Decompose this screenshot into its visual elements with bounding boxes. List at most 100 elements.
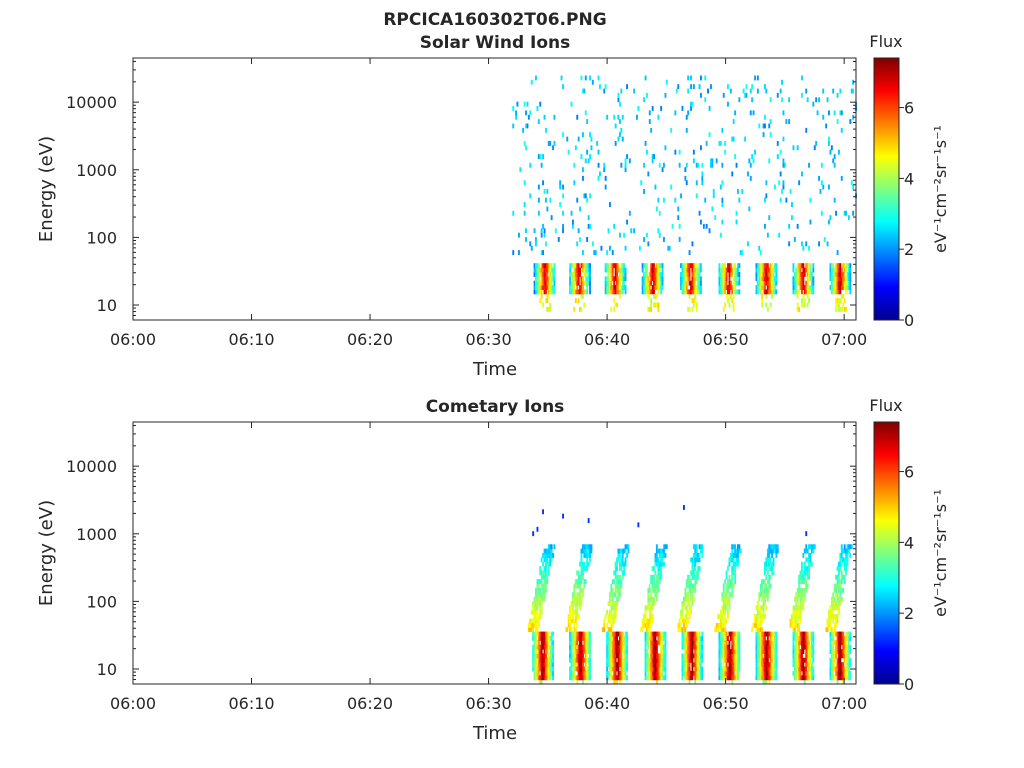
heatmap-cell — [722, 636, 725, 641]
heatmap-cell — [729, 670, 732, 676]
heatmap-cell — [694, 276, 697, 282]
heatmap-cell — [698, 666, 701, 672]
heatmap-cell — [583, 670, 586, 676]
heatmap-cell — [582, 132, 584, 138]
heatmap-cell — [836, 285, 839, 290]
heatmap-cell — [623, 666, 626, 672]
heatmap-cell — [542, 302, 544, 308]
heatmap-cell — [655, 631, 658, 637]
heatmap-cell — [567, 149, 570, 155]
y-tick-label: 10 — [97, 296, 117, 315]
heatmap-cell — [611, 614, 614, 619]
heatmap-cell — [610, 662, 613, 668]
heatmap-cell — [579, 601, 581, 606]
heatmap-cell — [654, 583, 657, 589]
heatmap-cell — [688, 662, 691, 668]
heatmap-cell — [779, 149, 782, 155]
heatmap-cell — [776, 544, 779, 550]
heatmap-cell — [690, 84, 692, 90]
heatmap-cell — [657, 228, 660, 234]
heatmap-cell — [573, 627, 576, 633]
heatmap-cell — [559, 184, 562, 190]
heatmap-cell — [838, 583, 840, 589]
heatmap-cell — [697, 644, 700, 650]
heatmap-cell — [756, 289, 759, 295]
heatmap-cell — [660, 670, 663, 676]
heatmap-cell — [731, 171, 734, 177]
heatmap-cell — [664, 631, 667, 637]
heatmap-cell — [657, 263, 660, 269]
heatmap-cell — [830, 631, 833, 637]
heatmap-cell — [582, 548, 584, 554]
heatmap-cell — [683, 670, 685, 676]
heatmap-cell — [614, 601, 617, 606]
heatmap-cell — [833, 197, 836, 203]
heatmap-cell — [847, 670, 850, 676]
heatmap-cell — [569, 280, 572, 286]
heatmap-cell — [731, 662, 734, 668]
heatmap-cell — [845, 675, 847, 681]
heatmap-cell — [812, 640, 815, 646]
heatmap-cell — [648, 285, 651, 290]
heatmap-cell — [576, 622, 579, 628]
heatmap-cell — [590, 548, 593, 554]
heatmap-cell — [796, 675, 799, 681]
heatmap-cell — [536, 285, 539, 290]
heatmap-cell — [661, 636, 664, 641]
heatmap-cell — [650, 622, 653, 628]
heatmap-cell — [759, 631, 762, 637]
heatmap-cell — [719, 276, 722, 282]
heatmap-cell — [646, 92, 648, 98]
heatmap-cell — [617, 644, 620, 650]
heatmap-cell — [793, 280, 796, 286]
heatmap-cell — [646, 267, 648, 273]
heatmap-cell — [539, 272, 542, 277]
heatmap-cell — [759, 670, 762, 676]
heatmap-cell — [533, 601, 536, 606]
heatmap-cell — [619, 653, 621, 659]
heatmap-cell — [728, 592, 731, 598]
heatmap-cell — [512, 123, 515, 129]
heatmap-cell — [768, 267, 771, 273]
heatmap-cell — [725, 293, 728, 299]
heatmap-cell — [584, 631, 587, 637]
heatmap-cell — [719, 649, 722, 654]
heatmap-cell — [574, 579, 577, 585]
heatmap-cell — [681, 631, 684, 637]
heatmap-cell — [542, 154, 544, 159]
heatmap-cell — [646, 627, 648, 633]
heatmap-cell — [683, 596, 685, 602]
heatmap-cell — [701, 175, 704, 181]
heatmap-cell — [539, 631, 542, 637]
heatmap-cell — [732, 653, 735, 659]
heatmap-cell — [532, 653, 535, 659]
heatmap-cell — [535, 666, 537, 672]
heatmap-cell — [772, 666, 775, 672]
heatmap-cell — [768, 670, 771, 676]
heatmap-cell — [846, 272, 849, 277]
heatmap-cell — [606, 657, 609, 663]
heatmap-cell — [843, 561, 846, 567]
heatmap-cell — [846, 263, 849, 269]
heatmap-cell — [840, 596, 843, 602]
heatmap-cell — [766, 548, 769, 554]
heatmap-cell — [724, 640, 727, 646]
heatmap-cell — [694, 675, 697, 681]
heatmap-cell — [540, 267, 543, 273]
heatmap-cell — [540, 657, 543, 663]
heatmap-cell — [719, 627, 722, 633]
heatmap-cell — [728, 583, 731, 589]
heatmap-cell — [657, 197, 660, 203]
heatmap-cell — [651, 614, 654, 619]
heatmap-cell — [705, 141, 708, 146]
heatmap-cell — [737, 636, 739, 641]
heatmap-cell — [688, 267, 691, 273]
heatmap-cell — [597, 75, 600, 81]
colorbar-gradient — [873, 57, 900, 321]
heatmap-cell — [690, 263, 692, 269]
heatmap-cell — [772, 267, 775, 273]
heatmap-cell — [545, 276, 547, 282]
heatmap-cell — [653, 276, 655, 282]
heatmap-cell — [663, 553, 665, 558]
heatmap-cell — [701, 653, 704, 659]
